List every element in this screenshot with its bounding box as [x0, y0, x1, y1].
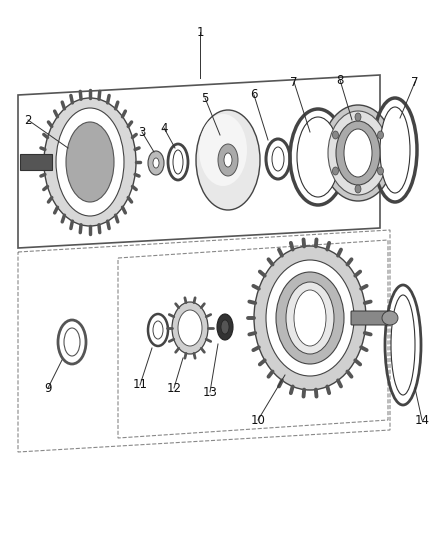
Ellipse shape: [56, 108, 124, 216]
Ellipse shape: [332, 167, 339, 175]
Text: 3: 3: [138, 125, 146, 139]
Ellipse shape: [153, 321, 163, 339]
Text: 9: 9: [44, 382, 52, 394]
Ellipse shape: [44, 98, 136, 226]
Ellipse shape: [64, 328, 80, 356]
Ellipse shape: [297, 117, 339, 197]
Ellipse shape: [196, 110, 260, 210]
Text: 14: 14: [414, 414, 430, 426]
FancyBboxPatch shape: [351, 311, 391, 325]
Ellipse shape: [218, 144, 238, 176]
Text: 5: 5: [201, 92, 208, 104]
Text: 12: 12: [166, 382, 181, 394]
Ellipse shape: [66, 122, 114, 202]
Bar: [20, 154, 52, 170]
Ellipse shape: [199, 114, 247, 186]
Text: 6: 6: [250, 88, 258, 101]
Text: 7: 7: [290, 76, 298, 88]
Ellipse shape: [355, 113, 361, 121]
Ellipse shape: [336, 121, 380, 185]
Ellipse shape: [221, 320, 229, 334]
Text: 11: 11: [133, 378, 148, 392]
Ellipse shape: [172, 302, 208, 354]
Ellipse shape: [272, 147, 284, 171]
Ellipse shape: [378, 167, 384, 175]
Ellipse shape: [294, 290, 326, 346]
Ellipse shape: [286, 282, 334, 354]
Ellipse shape: [391, 295, 415, 395]
Text: 10: 10: [251, 414, 265, 426]
Text: 1: 1: [196, 26, 204, 38]
Text: 4: 4: [160, 122, 168, 134]
Ellipse shape: [217, 314, 233, 340]
Ellipse shape: [266, 260, 354, 376]
Ellipse shape: [322, 105, 394, 201]
Text: 8: 8: [336, 74, 344, 86]
Ellipse shape: [378, 131, 384, 139]
Ellipse shape: [355, 185, 361, 193]
Ellipse shape: [328, 111, 388, 195]
Ellipse shape: [276, 272, 344, 364]
Ellipse shape: [148, 151, 164, 175]
Ellipse shape: [380, 107, 410, 193]
Ellipse shape: [153, 158, 159, 168]
Ellipse shape: [332, 131, 339, 139]
Ellipse shape: [178, 310, 202, 346]
Ellipse shape: [173, 150, 183, 174]
Ellipse shape: [382, 311, 398, 325]
Ellipse shape: [344, 129, 372, 177]
Text: 7: 7: [411, 76, 419, 88]
Text: 2: 2: [24, 114, 32, 126]
Text: 13: 13: [202, 385, 217, 399]
Ellipse shape: [254, 246, 366, 390]
Ellipse shape: [224, 153, 232, 167]
